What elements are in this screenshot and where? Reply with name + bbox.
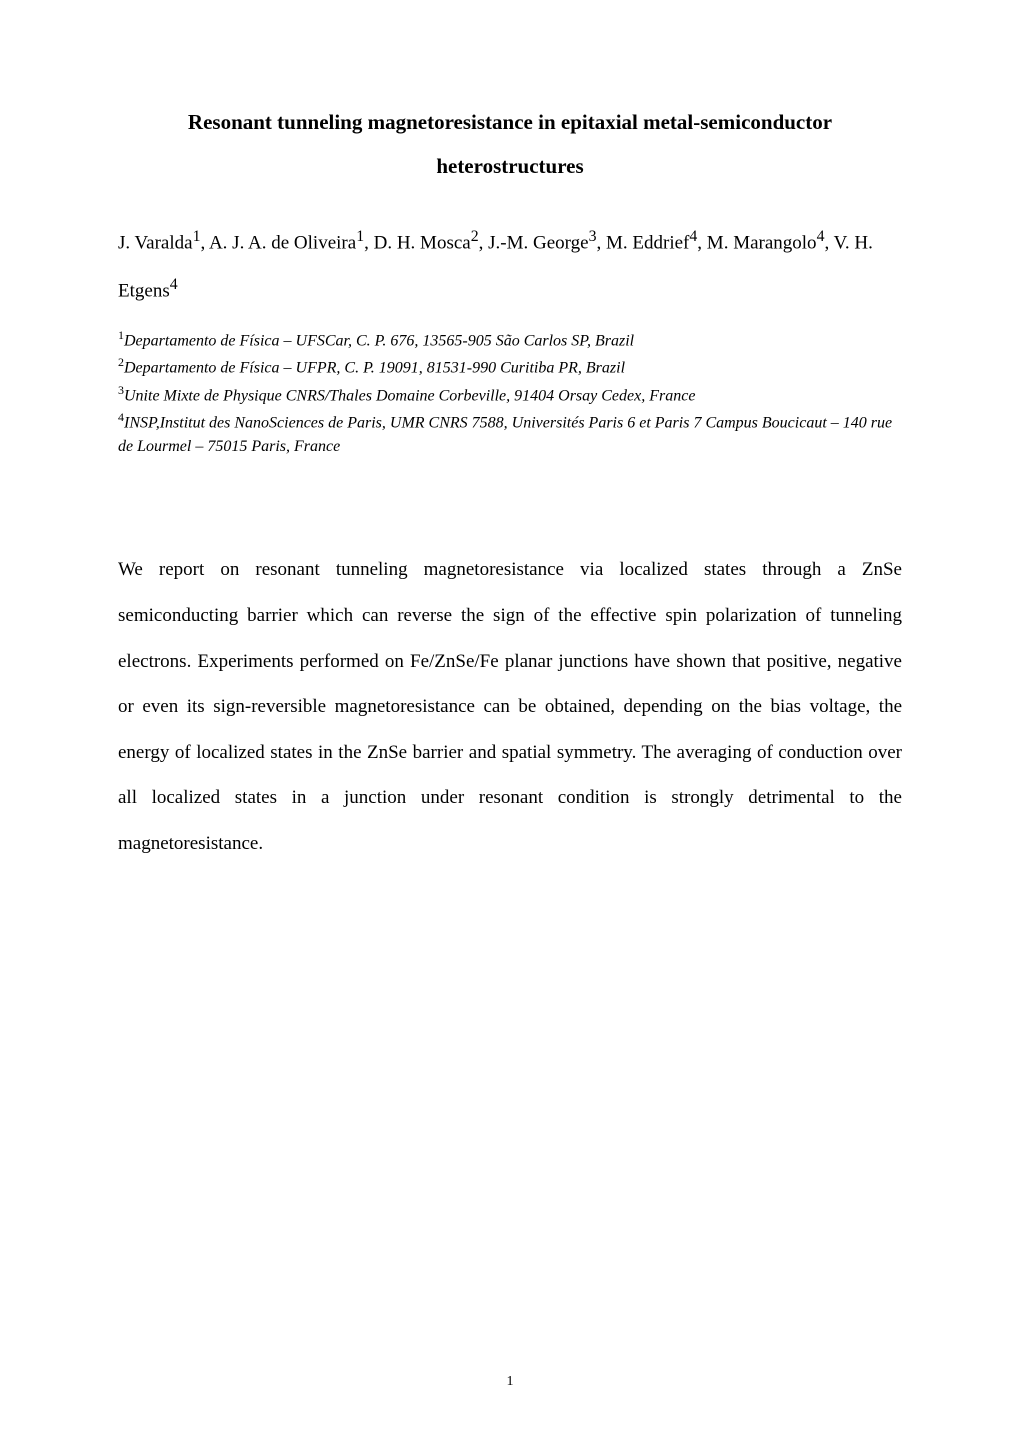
author-name: D. H. Mosca — [374, 233, 471, 254]
author-name: A. J. A. de Oliveira — [209, 233, 356, 254]
affiliation-text: Unite Mixte de Physique CNRS/Thales Doma… — [124, 387, 695, 404]
title-line-1: Resonant tunneling magnetoresistance in … — [188, 110, 832, 134]
author-affil-marker: 2 — [471, 228, 479, 245]
author-affil-marker: 1 — [356, 228, 364, 245]
separator: , — [824, 233, 833, 254]
affiliation-text: Departamento de Física – UFSCar, C. P. 6… — [124, 332, 634, 349]
separator: , — [597, 233, 607, 254]
abstract-text: We report on resonant tunneling magnetor… — [118, 547, 902, 866]
affiliation: 4INSP,Institut des NanoSciences de Paris… — [118, 408, 902, 459]
author-list: J. Varalda1, A. J. A. de Oliveira1, D. H… — [118, 218, 902, 314]
author-name: M. Eddrief — [606, 233, 689, 254]
page-number: 1 — [0, 1374, 1020, 1390]
affiliation: 2Departamento de Física – UFPR, C. P. 19… — [118, 353, 902, 380]
author-affil-marker: 3 — [589, 228, 597, 245]
author-name: M. Marangolo — [707, 233, 817, 254]
affiliation-text: Departamento de Física – UFPR, C. P. 190… — [124, 360, 625, 377]
separator: , — [364, 233, 374, 254]
affiliation: 1Departamento de Física – UFSCar, C. P. … — [118, 326, 902, 353]
paper-title: Resonant tunneling magnetoresistance in … — [118, 100, 902, 188]
separator: , — [697, 233, 707, 254]
author-affil-marker: 1 — [193, 228, 201, 245]
affiliation: 3Unite Mixte de Physique CNRS/Thales Dom… — [118, 381, 902, 408]
title-line-2: heterostructures — [436, 154, 583, 178]
author-affil-marker: 4 — [170, 276, 178, 293]
separator: , — [479, 233, 489, 254]
separator: , — [201, 233, 209, 254]
author-name: J. Varalda — [118, 233, 193, 254]
affiliation-text: INSP,Institut des NanoSciences de Paris,… — [118, 414, 892, 455]
affiliation-list: 1Departamento de Física – UFSCar, C. P. … — [118, 326, 902, 459]
author-name: J.-M. George — [488, 233, 588, 254]
